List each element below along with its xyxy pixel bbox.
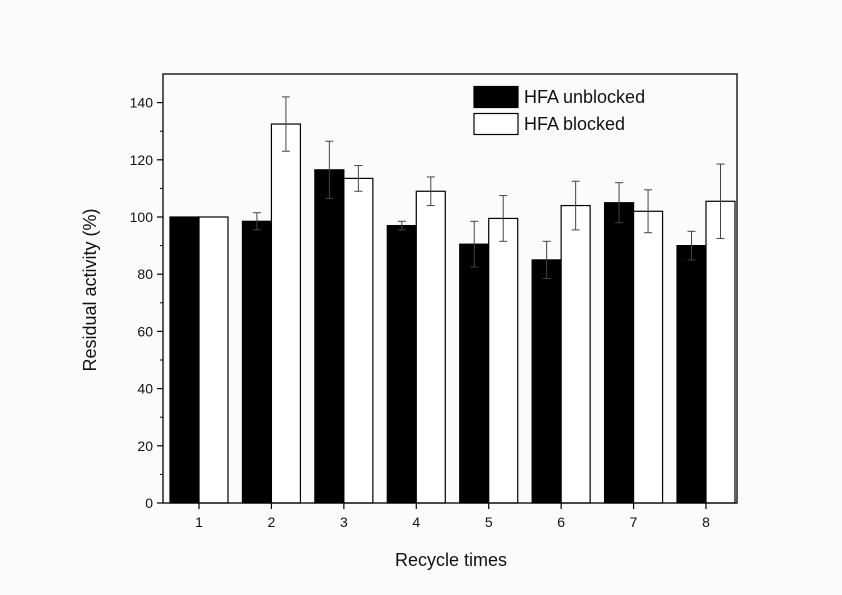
bar-s2-8	[705, 200, 736, 504]
x-tick-label-3: 3	[340, 514, 348, 530]
y-tick-label-0: 0	[145, 495, 153, 511]
bar-s1-7	[603, 202, 635, 504]
x-tick-label-8: 8	[702, 514, 710, 530]
bar-s2-3	[343, 177, 374, 504]
x-tick-label-5: 5	[485, 514, 493, 530]
y-axis-title: Residual activity (%)	[80, 208, 100, 371]
y-tick-label-120: 120	[130, 152, 154, 168]
legend-label-1: HFA unblocked	[524, 87, 645, 107]
y-tick-label-80: 80	[137, 266, 153, 282]
bar-s2-1	[198, 216, 229, 504]
x-tick-label-6: 6	[557, 514, 565, 530]
bar-s2-4	[415, 190, 446, 504]
bar-s1-3	[314, 169, 345, 504]
bar-s1-2	[241, 220, 273, 504]
bar-s1-1	[169, 216, 200, 504]
axes-layer: 0 20 40 60 80 100 120 140 1 2 3 4 5 6 7 8	[130, 73, 738, 530]
legend: HFA unblocked HFA blocked	[473, 85, 645, 136]
legend-swatch-1	[473, 85, 519, 109]
y-tick-label-40: 40	[137, 381, 153, 397]
y-tick-label-140: 140	[130, 95, 154, 111]
bar-s1-4	[386, 224, 417, 504]
bar-s1-5	[459, 243, 490, 504]
legend-label-2: HFA blocked	[524, 114, 625, 134]
x-axis-title: Recycle times	[395, 550, 507, 570]
x-tick-label-4: 4	[412, 514, 420, 530]
bars-layer	[169, 123, 736, 504]
bar-s1-8	[676, 245, 707, 504]
plot-frame	[162, 73, 738, 504]
legend-swatch-2	[473, 112, 519, 136]
y-tick-label-20: 20	[137, 438, 153, 454]
y-tick-label-60: 60	[137, 323, 153, 339]
x-tick-label-7: 7	[630, 514, 638, 530]
bar-s1-6	[531, 259, 562, 504]
bar-s2-5	[488, 217, 519, 504]
bar-s2-2	[270, 123, 302, 504]
error-bars-layer	[252, 96, 725, 279]
x-tick-label-2: 2	[268, 514, 276, 530]
y-tick-label-100: 100	[130, 209, 154, 225]
bar-s2-6	[560, 204, 591, 504]
x-tick-label-1: 1	[195, 514, 203, 530]
bar-s2-7	[632, 210, 664, 504]
